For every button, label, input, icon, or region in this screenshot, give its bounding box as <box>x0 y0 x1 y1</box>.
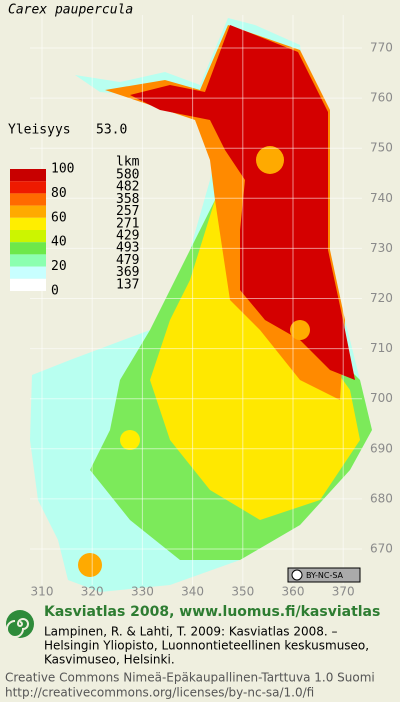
northing-label: 750 <box>370 141 393 155</box>
patch <box>78 553 102 577</box>
yellow-zone <box>150 200 360 520</box>
badge-box <box>287 567 361 583</box>
northing-label: 710 <box>370 341 393 355</box>
license-badge: BY-NC-SA <box>287 567 361 583</box>
northing-label: 740 <box>370 191 393 205</box>
count-value: 493 <box>116 241 139 256</box>
count-value: 137 <box>116 277 139 292</box>
scale-label: 100 <box>51 162 74 177</box>
legend-swatch <box>10 205 46 218</box>
scale-label: 40 <box>51 235 67 250</box>
northing-label: 680 <box>370 491 393 505</box>
count-value: 479 <box>116 253 139 268</box>
logo <box>6 610 34 638</box>
legend-swatch <box>10 266 46 279</box>
license-line: Creative Commons Nimeä-Epäkaupallinen-Ta… <box>5 671 375 685</box>
count-value: 358 <box>116 192 139 207</box>
scale-label: 80 <box>51 186 67 201</box>
species-title: Carex paupercula <box>8 3 133 18</box>
count-value: 257 <box>116 204 139 219</box>
legend-swatch <box>10 230 46 243</box>
license-line: http://creativecommons.org/licenses/by-n… <box>5 686 314 700</box>
easting-label: 340 <box>181 585 204 599</box>
legend-swatch <box>10 169 46 182</box>
legend-swatch <box>10 181 46 194</box>
count-value: 580 <box>116 168 139 183</box>
easting-label: 310 <box>31 585 54 599</box>
count-value: 271 <box>116 216 139 231</box>
scale-label: 0 <box>51 284 59 299</box>
northing-label: 700 <box>370 391 393 405</box>
legend-swatch <box>10 193 46 206</box>
count-value: 482 <box>116 180 139 195</box>
northing-label: 730 <box>370 241 393 255</box>
patch <box>120 430 140 450</box>
legend-swatch <box>10 278 46 291</box>
easting-label: 350 <box>231 585 254 599</box>
citation-line: Kasvimuseo, Helsinki. <box>44 653 175 667</box>
easting-label: 320 <box>81 585 104 599</box>
northing-label: 770 <box>370 41 393 55</box>
legend-swatch <box>10 254 46 267</box>
easting-label: 330 <box>131 585 154 599</box>
logo-circle <box>6 610 34 638</box>
grid: 670 680 690 700 710 720 730 740 750 760 770 310 320 3… <box>30 15 393 599</box>
count-value: 369 <box>116 265 139 280</box>
scale-label: 60 <box>51 210 67 225</box>
northing-label: 720 <box>370 291 393 305</box>
red-zone <box>130 25 355 380</box>
legend-swatch <box>10 217 46 230</box>
badge-text: BY-NC-SA <box>306 571 344 580</box>
northing-label: 670 <box>370 542 393 556</box>
easting-label: 370 <box>332 585 355 599</box>
frequency-label: Yleisyys <box>8 123 71 138</box>
footer-heading: Kasviatlas 2008, www.luomus.fi/kasviatla… <box>44 604 380 620</box>
scale-label: 20 <box>51 259 67 274</box>
citation-line: Lampinen, R. & Lahti, T. 2009: Kasviatla… <box>44 625 338 639</box>
count-header: lkm <box>116 155 140 170</box>
cc-icon <box>291 569 303 581</box>
patch <box>290 320 310 340</box>
frequency-value: 53.0 <box>96 123 127 138</box>
citation-line: Helsingin Yliopisto, Luonnontieteellinen… <box>44 639 369 653</box>
easting-label: 360 <box>282 585 305 599</box>
northing-label: 690 <box>370 441 393 455</box>
patch <box>256 146 284 174</box>
count-value: 429 <box>116 229 139 244</box>
logo-spiral <box>6 618 29 638</box>
legend-swatch <box>10 242 46 255</box>
northing-label: 760 <box>370 91 393 105</box>
